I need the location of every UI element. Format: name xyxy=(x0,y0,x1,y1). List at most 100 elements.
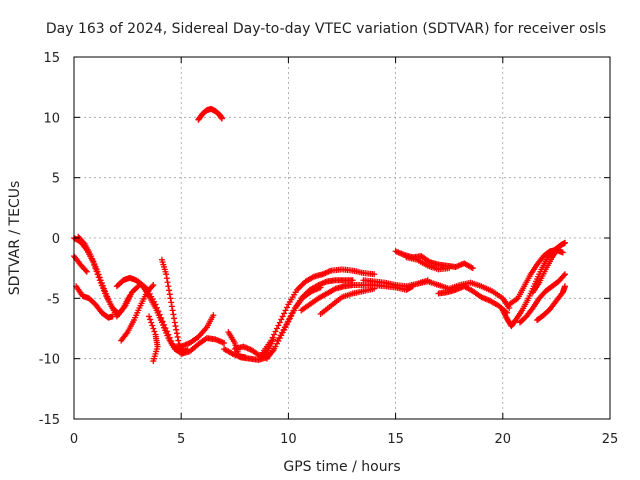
axis-ticks xyxy=(73,56,611,420)
data-point xyxy=(162,325,169,332)
data-point xyxy=(279,313,286,320)
data-point xyxy=(171,319,178,326)
data-point xyxy=(242,354,249,361)
grid-lines xyxy=(74,57,610,419)
series-arc-8 xyxy=(146,313,161,365)
data-point xyxy=(561,283,568,290)
data-point xyxy=(166,291,173,298)
data-point xyxy=(174,333,181,340)
data-point xyxy=(166,287,173,294)
series-arc-5 xyxy=(118,282,157,344)
data-point xyxy=(95,271,102,278)
series-arc-18 xyxy=(298,282,416,314)
data-point xyxy=(276,319,283,326)
data-point xyxy=(126,292,133,299)
data-point xyxy=(561,239,568,246)
data-point xyxy=(149,283,156,290)
data-point xyxy=(99,282,106,289)
data-point xyxy=(163,271,170,278)
data-point xyxy=(150,358,157,365)
data-point xyxy=(153,304,160,311)
series-arc-24 xyxy=(435,283,511,316)
y-tick-label--15: -15 xyxy=(39,413,60,428)
data-point xyxy=(150,282,157,289)
series-arc-7 xyxy=(135,278,228,357)
data-point xyxy=(273,325,280,332)
data-point xyxy=(560,272,567,279)
data-point xyxy=(269,334,276,341)
data-point xyxy=(561,271,568,278)
data-point xyxy=(275,322,282,329)
data-point xyxy=(149,322,156,329)
data-point xyxy=(161,321,168,328)
series-arc-17 xyxy=(274,284,324,344)
data-point xyxy=(165,283,172,290)
y-tick-label-0: 0 xyxy=(52,232,60,247)
y-tick-label--10: -10 xyxy=(39,353,60,368)
data-point xyxy=(165,331,172,338)
data-point xyxy=(278,316,285,323)
data-point xyxy=(555,244,562,251)
data-points xyxy=(71,105,568,365)
series-arc-27 xyxy=(516,271,568,326)
x-tick-label-25: 25 xyxy=(602,432,619,447)
x-tick-label-20: 20 xyxy=(495,432,512,447)
data-point xyxy=(80,239,87,246)
data-point xyxy=(172,323,179,330)
data-point xyxy=(296,284,303,291)
series-arc-23 xyxy=(414,278,513,311)
data-point xyxy=(169,307,176,314)
data-point xyxy=(166,334,173,341)
data-point xyxy=(163,275,170,282)
data-point xyxy=(175,337,182,344)
data-point xyxy=(559,249,566,256)
data-point xyxy=(173,326,180,333)
data-point xyxy=(155,308,162,315)
series-arc-25 xyxy=(499,239,568,330)
series-arc-29 xyxy=(529,244,562,296)
x-tick-label-0: 0 xyxy=(70,432,78,447)
data-point xyxy=(298,282,305,289)
data-point xyxy=(146,313,153,320)
series-arc-16 xyxy=(263,277,356,362)
data-point xyxy=(167,295,174,302)
data-point xyxy=(317,284,324,291)
data-point xyxy=(299,281,306,288)
data-point xyxy=(268,337,275,344)
series-arc-26 xyxy=(506,247,566,308)
data-point xyxy=(283,304,290,311)
series-arc-19 xyxy=(317,285,378,318)
data-point xyxy=(210,312,217,319)
series-arc-15 xyxy=(259,266,378,356)
data-point xyxy=(159,318,166,325)
data-point xyxy=(469,265,476,272)
data-point xyxy=(180,349,187,356)
y-tick-label-10: 10 xyxy=(43,111,60,126)
y-tick-label-15: 15 xyxy=(43,51,60,66)
data-point xyxy=(272,328,279,335)
y-tick-label-5: 5 xyxy=(52,172,60,187)
series-arc-2 xyxy=(75,233,133,320)
data-point xyxy=(97,277,104,284)
data-point xyxy=(446,265,453,272)
series-arc-4 xyxy=(71,253,90,275)
data-point xyxy=(295,285,302,292)
data-point xyxy=(281,310,288,317)
data-point xyxy=(151,328,158,335)
data-point xyxy=(147,316,154,323)
data-point xyxy=(109,313,116,320)
x-tick-label-15: 15 xyxy=(387,432,404,447)
data-point xyxy=(163,328,170,335)
data-point xyxy=(96,274,103,281)
data-point xyxy=(148,319,155,326)
data-point xyxy=(282,307,289,314)
data-point xyxy=(164,279,171,286)
data-point xyxy=(83,268,90,275)
data-point xyxy=(271,331,278,338)
data-point xyxy=(168,299,175,306)
data-point xyxy=(98,280,105,287)
data-point xyxy=(170,311,177,318)
x-axis-title: GPS time / hours xyxy=(283,459,400,475)
series-arc-22 xyxy=(403,254,453,273)
